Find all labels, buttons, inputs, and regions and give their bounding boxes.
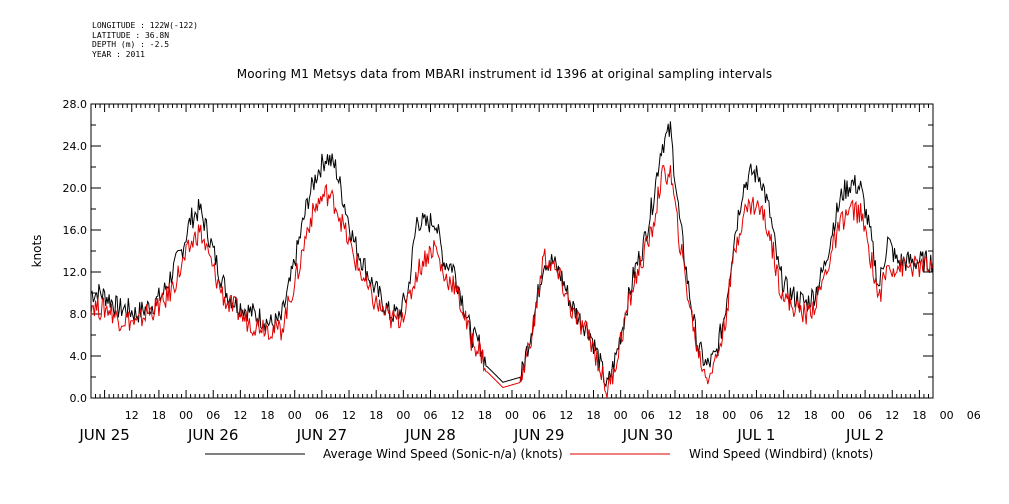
x-hour-label: 18 <box>695 409 709 422</box>
x-hour-label: 12 <box>233 409 247 422</box>
y-tick-label: 0.0 <box>70 392 88 405</box>
x-hour-label: 12 <box>125 409 139 422</box>
latitude-text: LATITUDE : 36.8N <box>92 30 170 40</box>
x-hour-label: 18 <box>369 409 383 422</box>
x-day-label: JUL 2 <box>845 426 884 444</box>
series-windbird-wind-speed <box>90 164 934 399</box>
x-hour-label: 18 <box>804 409 818 422</box>
x-hour-label: 12 <box>777 409 791 422</box>
y-tick-label: 24.0 <box>63 140 88 153</box>
metadata-block: LONGITUDE : 122W(-122) LATITUDE : 36.8N … <box>92 21 198 59</box>
y-tick-labels: 0.0 4.0 8.0 12.0 16.0 20.0 24.0 28.0 <box>63 98 88 405</box>
x-day-label: JUN 29 <box>513 426 564 444</box>
series-average-wind-speed <box>90 121 934 388</box>
x-hour-label: 06 <box>315 409 329 422</box>
x-day-label: JUN 28 <box>404 426 455 444</box>
x-day-label: JUN 27 <box>296 426 347 444</box>
x-hour-label: 00 <box>831 409 845 422</box>
x-hour-label: 06 <box>206 409 220 422</box>
x-hour-label: 00 <box>396 409 410 422</box>
longitude-text: LONGITUDE : 122W(-122) <box>92 21 198 30</box>
x-day-label: JUL 1 <box>736 426 775 444</box>
year-text: YEAR : 2011 <box>92 49 145 59</box>
x-hour-label: 12 <box>559 409 573 422</box>
axis-ticks <box>90 103 934 399</box>
x-hour-label: 06 <box>641 409 655 422</box>
y-tick-label: 12.0 <box>63 266 88 279</box>
y-tick-label: 28.0 <box>63 98 88 111</box>
x-hour-label: 06 <box>532 409 546 422</box>
series-lines <box>90 121 934 399</box>
x-hour-label: 12 <box>451 409 465 422</box>
x-hour-label: 18 <box>261 409 275 422</box>
x-hour-label: 00 <box>288 409 302 422</box>
legend-label-average: Average Wind Speed (Sonic-n/a) (knots) <box>323 447 563 461</box>
x-day-label: JUN 30 <box>622 426 673 444</box>
x-day-label: JUN 25 <box>78 426 129 444</box>
y-axis-label: knots <box>30 235 44 268</box>
x-hour-label: 00 <box>940 409 954 422</box>
x-day-label: JUN 26 <box>187 426 238 444</box>
y-tick-label: 16.0 <box>63 224 88 237</box>
x-hour-label: 00 <box>505 409 519 422</box>
x-hour-label: 18 <box>912 409 926 422</box>
legend-label-windbird: Wind Speed (Windbird) (knots) <box>689 447 873 461</box>
plot-frame <box>90 103 934 399</box>
x-hour-label: 06 <box>858 409 872 422</box>
y-tick-label: 20.0 <box>63 182 88 195</box>
x-hour-label: 00 <box>722 409 736 422</box>
x-hour-label: 18 <box>586 409 600 422</box>
x-hour-label: 00 <box>179 409 193 422</box>
x-hour-label: 00 <box>614 409 628 422</box>
x-hour-label: 18 <box>152 409 166 422</box>
x-hour-label: 12 <box>885 409 899 422</box>
x-hour-label: 06 <box>967 409 981 422</box>
legend: Average Wind Speed (Sonic-n/a) (knots) W… <box>205 447 873 461</box>
y-tick-label: 4.0 <box>70 350 88 363</box>
x-hour-label: 06 <box>424 409 438 422</box>
depth-text: DEPTH (m) : -2.5 <box>92 40 170 49</box>
chart-title: Mooring M1 Metsys data from MBARI instru… <box>236 67 773 81</box>
x-tick-labels: 12 18 00 06 12 18 00 06 12 18 00 06 12 18 00 06 12 18 00 06… <box>78 409 980 444</box>
x-hour-label: 12 <box>342 409 356 422</box>
x-hour-label: 12 <box>668 409 682 422</box>
y-tick-label: 8.0 <box>70 308 88 321</box>
x-hour-label: 06 <box>749 409 763 422</box>
x-hour-label: 18 <box>478 409 492 422</box>
